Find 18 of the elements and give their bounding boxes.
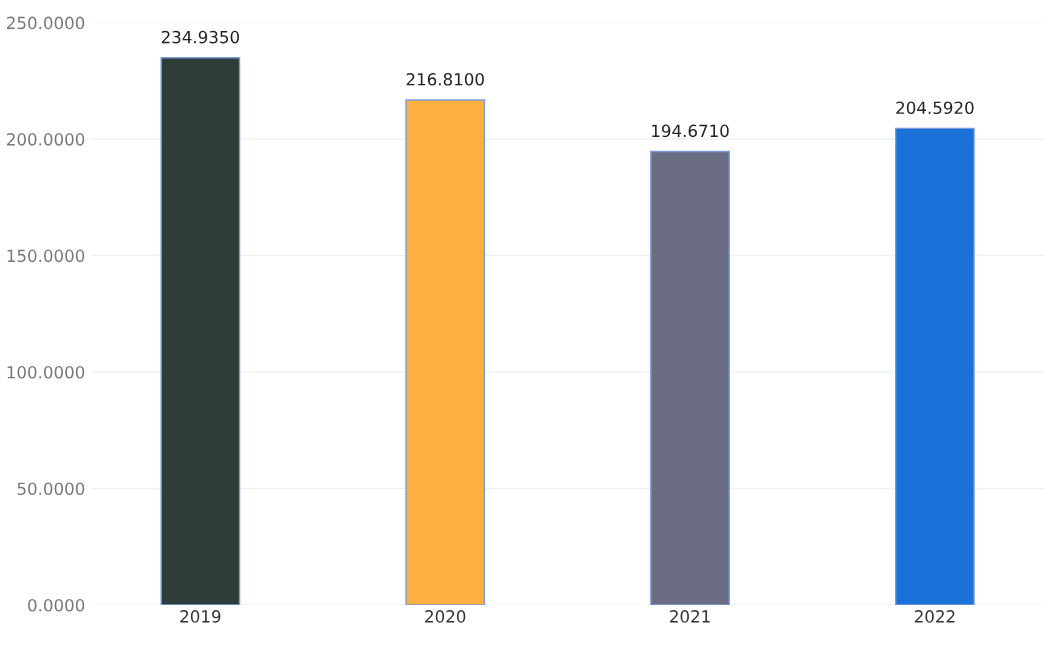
data-label: 194.6710	[652, 124, 729, 138]
x-tick-label: 2021	[670, 610, 710, 623]
bar	[160, 57, 241, 605]
x-tick-label: 2019	[180, 610, 221, 623]
y-tick-label: 200.0000	[7, 133, 85, 146]
y-tick-label: 100.0000	[7, 365, 85, 379]
bar	[895, 127, 975, 605]
y-tick-label: 50.0000	[17, 482, 85, 496]
bar	[650, 150, 730, 605]
y-tick-label: 250.0000	[7, 16, 85, 30]
x-tick-label: 2022	[914, 610, 955, 623]
data-label: 234.9350	[161, 30, 240, 44]
x-tick-label: 2020	[425, 610, 466, 623]
y-tick-label: 150.0000	[7, 249, 85, 263]
data-label: 216.8100	[406, 73, 484, 86]
bar	[405, 99, 486, 605]
data-label: 204.5920	[896, 101, 974, 115]
y-tick-label: 0.0000	[28, 598, 85, 612]
